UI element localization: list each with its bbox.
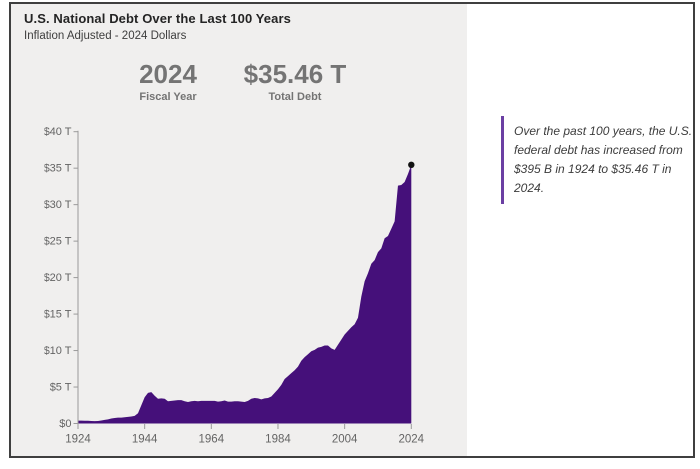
y-axis-tick-label: $40 T <box>44 126 72 138</box>
x-axis-tick-label: 2004 <box>332 434 358 446</box>
x-axis-tick-label: 1984 <box>265 434 291 446</box>
annotation-line: Over the past 100 years, the U.S. <box>514 124 693 138</box>
y-axis-tick-label: $10 T <box>44 345 72 357</box>
y-axis-tick-label: $20 T <box>44 272 72 284</box>
report-frame: U.S. National Debt Over the Last 100 Yea… <box>9 2 695 458</box>
fiscal-year-label: Fiscal Year <box>139 91 197 103</box>
x-axis-tick-label: 1944 <box>132 434 158 446</box>
y-axis-tick-label: $25 T <box>44 236 72 248</box>
annotation-accent-bar <box>501 116 504 204</box>
stat-total-debt: $35.46 T Total Debt <box>225 60 365 103</box>
x-axis-tick-label: 1924 <box>65 434 91 446</box>
total-debt-label: Total Debt <box>268 91 322 103</box>
annotation-text: Over the past 100 years, the U.S. federa… <box>514 122 700 198</box>
debt-area-series[interactable] <box>78 164 412 424</box>
y-axis-tick-label: $0 <box>59 418 71 430</box>
y-axis-tick-label: $35 T <box>44 163 72 175</box>
annotation-line: 2024. <box>514 181 545 195</box>
annotation-line: $395 B in 1924 to $35.46 T in <box>514 162 672 176</box>
chart-card: U.S. National Debt Over the Last 100 Yea… <box>11 4 467 456</box>
y-axis-tick-label: $15 T <box>44 309 72 321</box>
total-debt-value: $35.46 T <box>243 59 347 89</box>
debt-area-chart-svg: $0 $5 T $10 T $15 T $20 T $25 T $30 T $35 T $40 … <box>44 126 425 446</box>
annotation-line: federal debt has increased from <box>514 143 683 157</box>
y-axis-tick-label: $5 T <box>50 382 72 394</box>
page-subtitle: Inflation Adjusted - 2024 Dollars <box>24 30 187 42</box>
fiscal-year-value: 2024 <box>139 59 197 89</box>
x-axis-tick-label: 1964 <box>199 434 225 446</box>
x-axis-tick-label: 2024 <box>399 434 425 446</box>
page-title: U.S. National Debt Over the Last 100 Yea… <box>24 11 291 26</box>
debt-area-chart[interactable]: $0 $5 T $10 T $15 T $20 T $25 T $30 T $35 T $40 … <box>11 4 467 456</box>
summary-stats: 2024 Fiscal Year $35.46 T Total Debt <box>11 60 467 110</box>
endpoint-dot[interactable] <box>408 161 415 169</box>
y-axis-tick-label: $30 T <box>44 199 72 211</box>
stat-fiscal-year: 2024 Fiscal Year <box>111 60 225 103</box>
